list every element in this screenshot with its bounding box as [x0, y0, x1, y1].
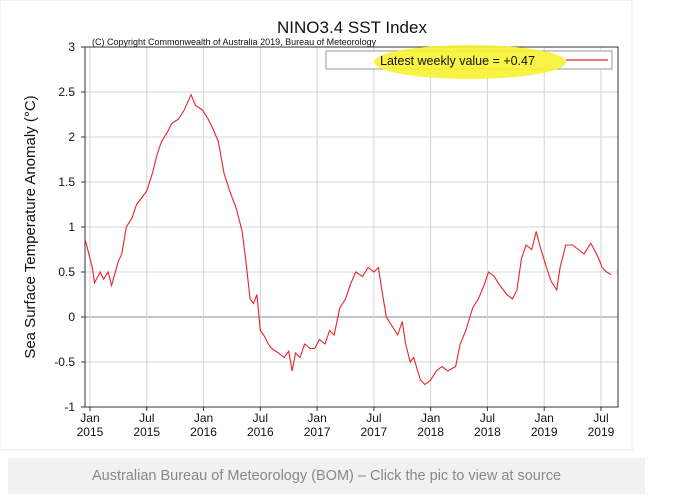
highlight — [374, 45, 566, 79]
x-tick-label: Jan 2015 — [76, 411, 104, 439]
y-tick-label: 3 — [68, 40, 75, 54]
y-tick-label: 0.5 — [58, 265, 75, 279]
x-tick-label: Jul 2017 — [360, 411, 388, 439]
x-tick-label: Jan 2016 — [190, 411, 217, 439]
x-tick-label: Jul 2015 — [133, 411, 161, 439]
legend-label: Latest weekly value = +0.47 — [380, 54, 535, 68]
x-tick-label: Jul 2019 — [587, 411, 615, 439]
chart-title: NINO3.4 SST Index — [277, 18, 427, 37]
y-tick-label: -1 — [64, 400, 75, 414]
copyright: (C) Copyright Commonwealth of Australia … — [92, 37, 377, 47]
y-tick-label: 2.5 — [58, 85, 75, 99]
y-tick-label: 2 — [68, 130, 75, 144]
x-tick-label: Jan 2018 — [417, 411, 444, 439]
x-tick-label: Jul 2016 — [246, 411, 274, 439]
y-tick-label: 0 — [68, 310, 75, 324]
x-tick-label: Jan 2019 — [530, 411, 558, 439]
data-line — [84, 93, 612, 386]
x-tick-label: Jul 2018 — [474, 411, 501, 439]
x-tick-label: Jan 2017 — [303, 411, 331, 439]
y-tick-label: 1 — [68, 220, 75, 234]
y-tick-label: -0.5 — [54, 355, 75, 369]
plot-border — [84, 46, 619, 408]
y-tick-label: 1.5 — [58, 175, 75, 189]
chart[interactable]: NINO3.4 SST Index (C) Copyright Commonwe… — [0, 0, 640, 452]
caption[interactable]: Australian Bureau of Meteorology (BOM) –… — [8, 458, 645, 494]
y-axis-label: Sea Surface Temperature Anomaly (°C) — [22, 95, 39, 358]
